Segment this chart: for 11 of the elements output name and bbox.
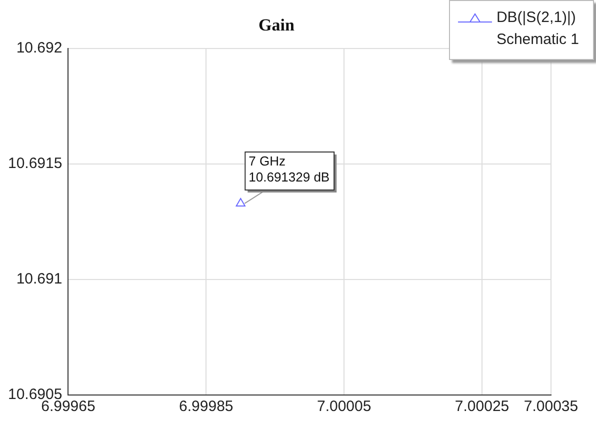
x-tick-label: 7.00005 <box>316 398 372 416</box>
y-tick-label: 10.691 <box>16 270 62 288</box>
y-tick-label: 10.692 <box>16 40 62 57</box>
annotation: 7 GHz 10.691329 dB <box>248 154 330 185</box>
chart-title: Gain <box>258 16 295 35</box>
x-tick-label: 6.99985 <box>179 398 234 416</box>
x-tick-label: 7.00035 <box>524 398 578 416</box>
legend-title: Schematic 1 <box>495 30 579 50</box>
legend-label: DB(|S(2,1)|) <box>496 8 576 28</box>
y-tick-label: 10.6915 <box>8 155 62 172</box>
x-tick-label: 7.00025 <box>454 398 510 416</box>
